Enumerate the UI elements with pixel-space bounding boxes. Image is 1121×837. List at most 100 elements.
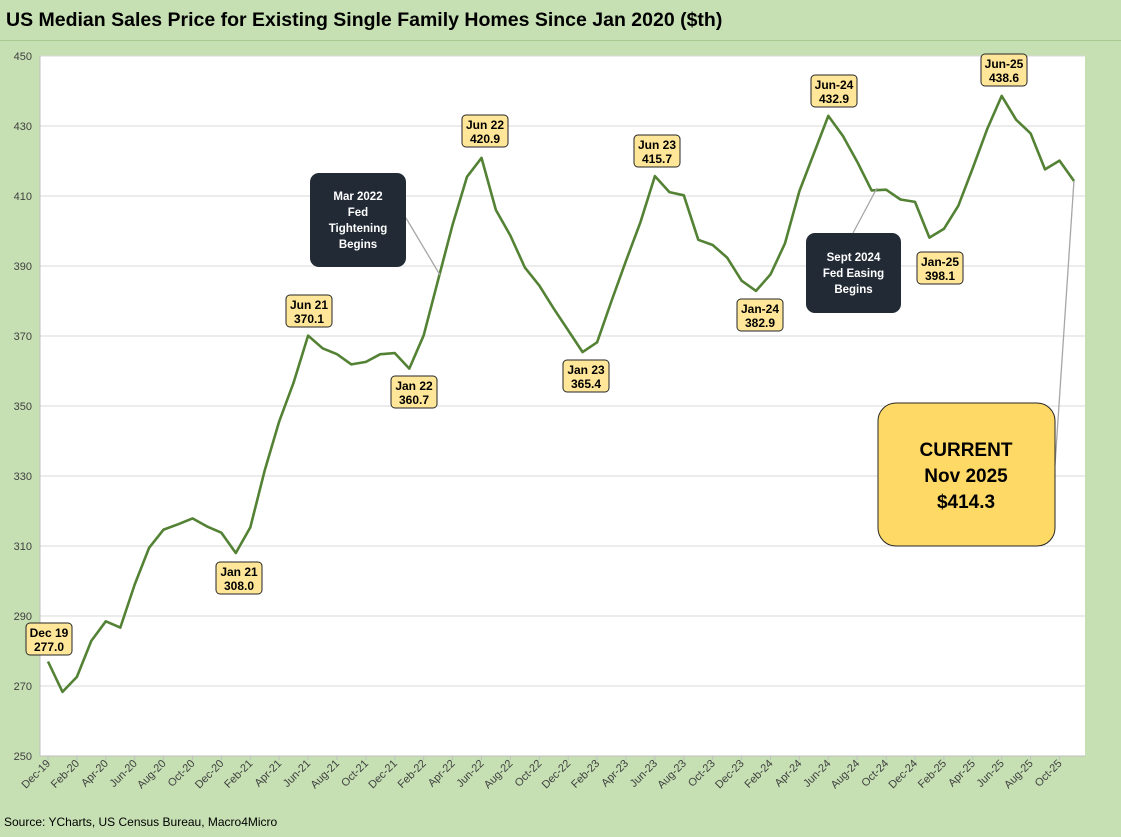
x-tick-label: Aug-24: [829, 758, 863, 792]
x-tick-label: Dec-20: [193, 758, 227, 792]
x-tick-label: Jun-20: [108, 758, 140, 790]
callout-value: 432.9: [819, 92, 849, 106]
y-tick-label: 290: [14, 611, 32, 623]
x-tick-label: Dec-24: [887, 758, 921, 792]
callout-value: 365.4: [571, 377, 601, 391]
current-text: $414.3: [937, 492, 995, 513]
x-tick-label: Dec-22: [540, 758, 574, 792]
note-text: Mar 2022: [333, 191, 382, 203]
note-text: Begins: [834, 284, 872, 296]
callout-label: Jun 23: [638, 138, 676, 152]
callout-value: 398.1: [925, 269, 955, 283]
x-tick-label: Jun-24: [801, 758, 833, 790]
series-line: [46, 94, 1076, 694]
callout-value: 438.6: [989, 71, 1019, 85]
x-tick-label: Apr-25: [946, 758, 978, 790]
callout-box: [736, 298, 784, 332]
x-tick-label: Feb-25: [916, 758, 949, 791]
x-tick-label: Aug-25: [1002, 758, 1036, 792]
x-tick-label: Aug-20: [135, 758, 169, 792]
y-tick-label: 250: [14, 751, 32, 763]
callout-box: [25, 622, 73, 656]
callout-value: 370.1: [294, 312, 324, 326]
callout-label: Jan-24: [741, 302, 779, 316]
x-tick-label: Jun-23: [628, 758, 660, 790]
source-note: Source: YCharts, US Census Bureau, Macro…: [4, 815, 278, 829]
x-tick-label: Feb-24: [742, 758, 775, 791]
x-tick-label: Oct-21: [339, 758, 371, 790]
callout-value: 382.9: [745, 316, 775, 330]
note-text: Tightening: [329, 223, 388, 235]
callout-label: Jan-25: [921, 255, 959, 269]
y-tick-label: 370: [14, 331, 32, 343]
callout-box: [980, 53, 1028, 87]
note-box: [310, 173, 406, 267]
x-tick-label: Apr-21: [252, 758, 284, 790]
callout-value: 308.0: [224, 579, 254, 593]
x-tick-label: Jun-21: [281, 758, 313, 790]
callout-box: [390, 375, 438, 409]
callout-box: [633, 134, 681, 168]
x-tick-label: Feb-21: [222, 758, 255, 791]
note-text: Fed Easing: [823, 268, 884, 280]
note-text: Begins: [339, 239, 377, 251]
x-tick-label: Feb-20: [49, 758, 82, 791]
x-tick-label: Aug-22: [482, 758, 516, 792]
x-tick-label: Oct-23: [686, 758, 718, 790]
y-tick-label: 330: [14, 471, 32, 483]
x-tick-label: Aug-23: [655, 758, 689, 792]
callout-box: [461, 114, 509, 148]
x-tick-label: Dec-21: [366, 758, 400, 792]
x-tick-label: Jun-25: [975, 758, 1007, 790]
current-text: CURRENT: [920, 440, 1013, 461]
current-callout: CURRENT Nov 2025 $414.3: [877, 402, 1056, 547]
note-leader-line: [852, 187, 878, 234]
x-tick-label: Aug-21: [309, 758, 343, 792]
callout-label: Jun-24: [815, 78, 854, 92]
callout-label: Dec 19: [30, 626, 69, 640]
callout-box: [215, 561, 263, 595]
callout-value: 415.7: [642, 152, 672, 166]
callout-label: Jan 23: [567, 363, 605, 377]
x-tick-label: Oct-20: [166, 758, 198, 790]
x-tick-label: Jun-22: [454, 758, 486, 790]
chart-title: US Median Sales Price for Existing Singl…: [6, 9, 723, 31]
callout-box: [562, 359, 610, 393]
x-tick-label: Oct-24: [859, 758, 891, 790]
current-box: [877, 402, 1056, 547]
fed-note: Sept 2024 Fed Easing Begins: [806, 233, 901, 313]
note-box: [806, 233, 901, 313]
callout-label: Jun 22: [466, 118, 504, 132]
x-tick-label: Apr-23: [599, 758, 631, 790]
y-tick-label: 310: [14, 541, 32, 553]
callout-label: Jun 21: [290, 298, 328, 312]
callout-label: Jun-25: [985, 57, 1024, 71]
x-tick-label: Apr-24: [773, 758, 805, 790]
callout-box: [916, 251, 964, 285]
x-tick-label: Feb-22: [396, 758, 429, 791]
y-tick-label: 390: [14, 261, 32, 273]
note-text: Sept 2024: [827, 252, 881, 264]
fed-note: Mar 2022 Fed Tightening Begins: [310, 173, 406, 267]
x-tick-label: Oct-25: [1033, 758, 1065, 790]
y-tick-label: 450: [14, 51, 32, 63]
note-leader-line: [405, 217, 441, 276]
current-leader-line: [1054, 180, 1075, 466]
x-tick-label: Apr-20: [79, 758, 111, 790]
callout-value: 277.0: [34, 640, 64, 654]
callout-box: [810, 74, 858, 108]
callout-box: [285, 294, 333, 328]
title-bar: US Median Sales Price for Existing Singl…: [0, 0, 1121, 41]
y-tick-label: 350: [14, 401, 32, 413]
